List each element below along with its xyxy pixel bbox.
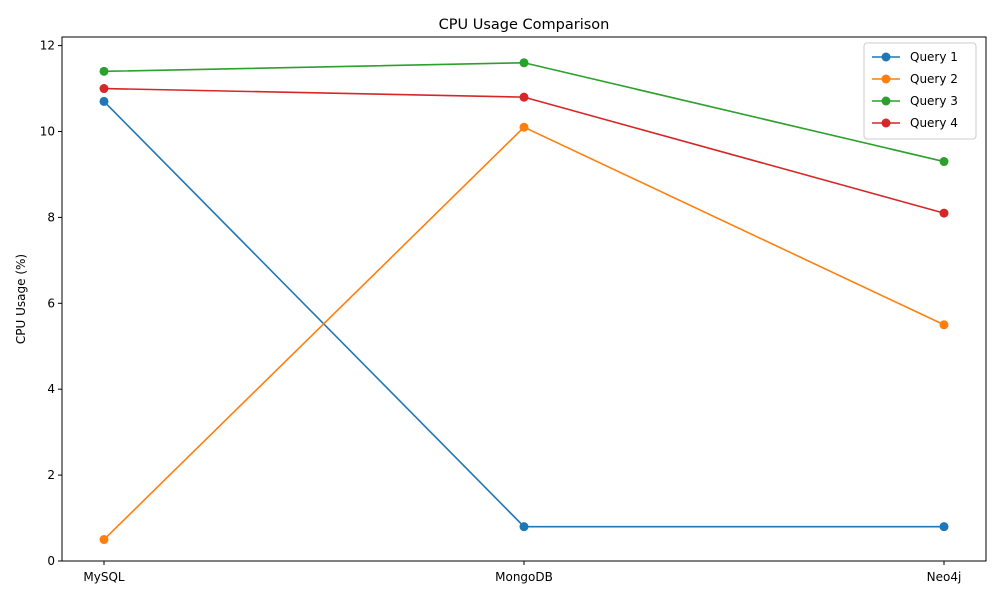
legend-label: Query 2 <box>910 72 958 86</box>
plot-frame <box>61 36 987 562</box>
legend-marker <box>881 118 891 128</box>
legend-item: Query 2 <box>872 72 958 86</box>
legend-item: Query 1 <box>872 50 958 64</box>
data-point <box>99 84 109 94</box>
legend-marker <box>881 96 891 106</box>
x-tick-label: Neo4j <box>927 570 962 584</box>
y-axis-label: CPU Usage (%) <box>14 254 28 344</box>
legend-marker <box>881 52 891 62</box>
legend-item: Query 4 <box>872 116 958 130</box>
y-tick-label: 6 <box>47 296 55 310</box>
series-line <box>103 126 945 541</box>
y-tick-label: 12 <box>40 39 55 53</box>
x-tick-label: MySQL <box>83 570 125 584</box>
series-1 <box>99 96 949 532</box>
data-point <box>519 522 529 532</box>
y-tick-label: 4 <box>47 382 55 396</box>
data-point <box>99 66 109 76</box>
legend-item: Query 3 <box>872 94 958 108</box>
legend-box <box>863 42 977 140</box>
series-line <box>103 87 945 214</box>
y-tick-label: 0 <box>47 554 55 568</box>
data-point <box>939 320 949 330</box>
y-tick-label: 2 <box>47 468 55 482</box>
data-point <box>519 92 529 102</box>
data-point <box>939 157 949 167</box>
x-tick-label: MongoDB <box>495 570 553 584</box>
data-point <box>939 522 949 532</box>
series-line <box>103 100 944 528</box>
legend-label: Query 4 <box>910 116 958 130</box>
legend-label: Query 1 <box>910 50 958 64</box>
chart-title: CPU Usage Comparison <box>439 17 610 33</box>
data-point <box>519 122 529 132</box>
data-point <box>99 535 109 545</box>
y-tick-label: 10 <box>40 124 55 138</box>
legend-label: Query 3 <box>910 94 958 108</box>
plot-area: 0 2 4 6 8 10 12 MySQL MongoDB Neo4j <box>40 36 987 584</box>
data-point <box>99 96 109 106</box>
legend: Query 1 Query 2 Query 3 Query 4 <box>863 42 977 140</box>
data-point <box>939 208 949 218</box>
series-line <box>103 61 945 163</box>
series-4 <box>99 84 949 218</box>
series-2 <box>99 122 949 545</box>
y-tick-label: 8 <box>47 210 55 224</box>
legend-marker <box>881 74 891 84</box>
data-point <box>519 58 529 68</box>
series-3 <box>99 58 949 167</box>
